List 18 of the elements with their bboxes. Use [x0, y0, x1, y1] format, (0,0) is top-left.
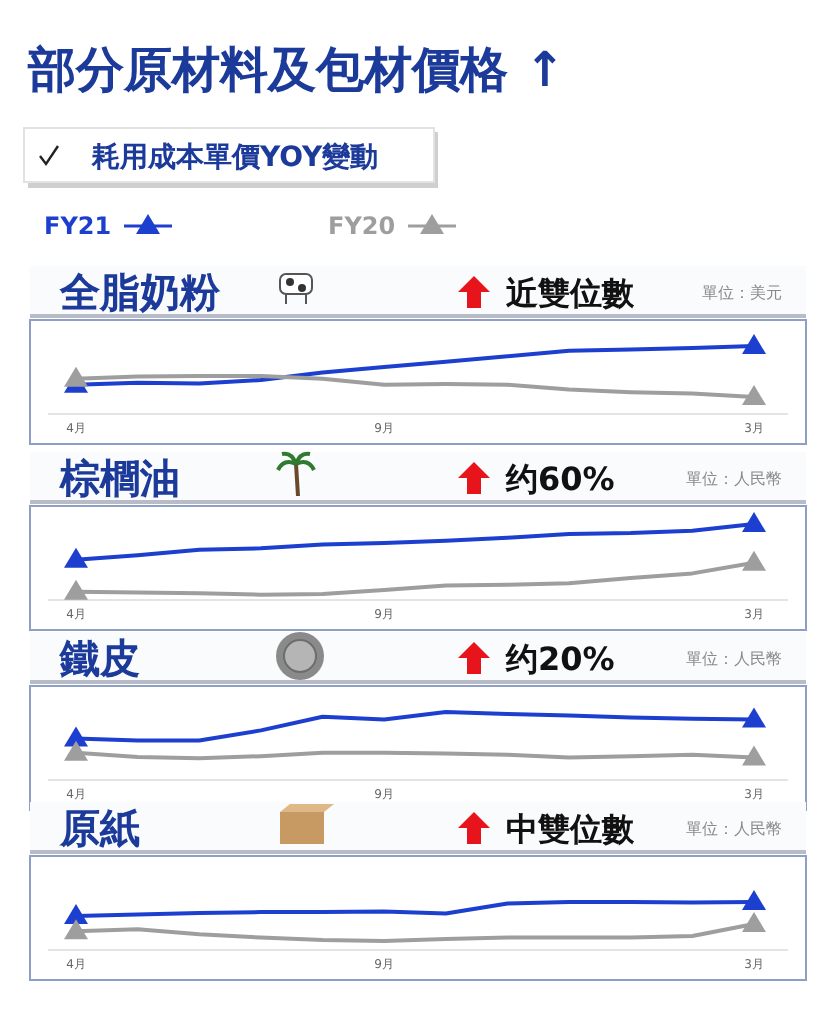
text: 约60% — [504, 460, 615, 498]
legend-item: FY20 — [328, 212, 456, 240]
text: 單位：美元 — [702, 284, 782, 302]
text: 單位：人民幣 — [686, 820, 782, 838]
text: 近雙位數 — [504, 274, 636, 312]
text: 單位：人民幣 — [686, 470, 782, 488]
chart-title: 全脂奶粉 — [58, 268, 222, 316]
text: 部分原材料及包材價格 ↑ — [26, 42, 565, 98]
legend-item: FY21 — [44, 212, 172, 240]
chart-title: 鐵皮 — [58, 634, 140, 682]
chart-title: 原紙 — [58, 804, 140, 852]
legend-label: FY20 — [328, 212, 396, 240]
text: 單位：人民幣 — [686, 650, 782, 668]
text: 约20% — [504, 640, 615, 678]
legend-label: FY21 — [44, 212, 112, 240]
text: 耗用成本單價YOY變動 — [90, 140, 379, 174]
chart-title: 棕櫚油 — [58, 454, 180, 502]
text: 中雙位數 — [506, 810, 636, 848]
